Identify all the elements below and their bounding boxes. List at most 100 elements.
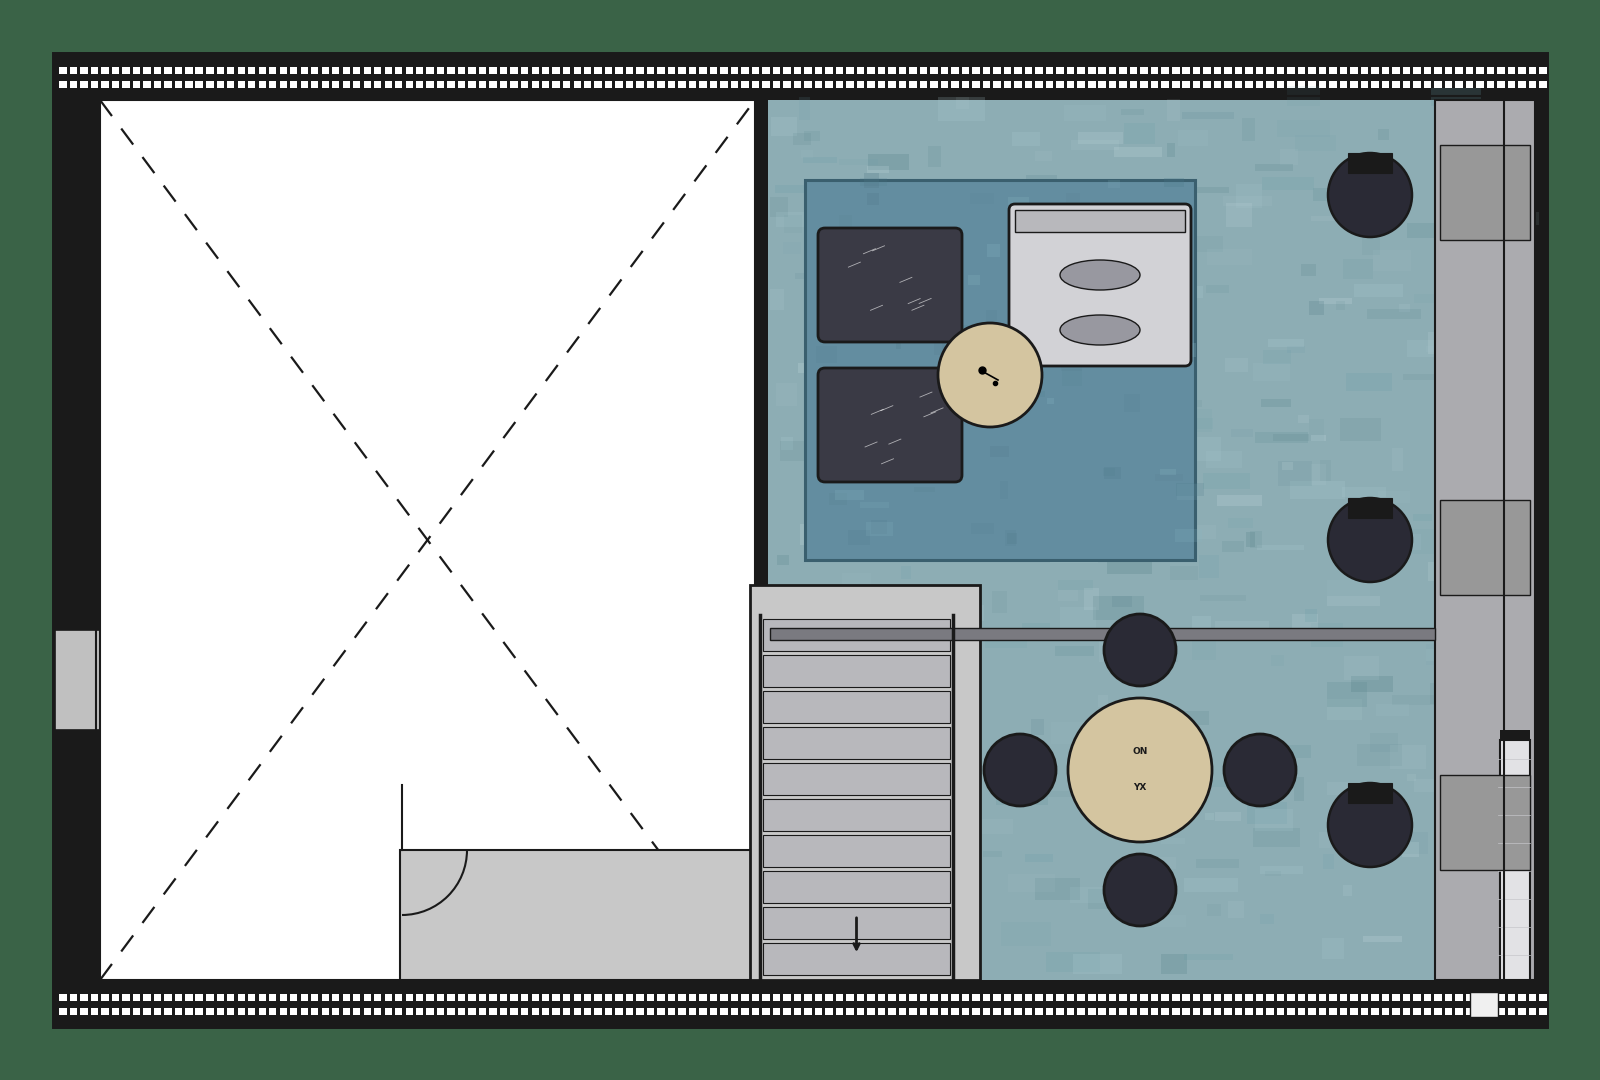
Bar [826, 67, 834, 75]
Bar [802, 724, 835, 747]
Bar [259, 1008, 266, 1015]
Bar [987, 214, 1014, 224]
Bar [395, 1008, 403, 1015]
Bar [1350, 1008, 1358, 1015]
Bar [1022, 622, 1051, 635]
Bar [1288, 994, 1294, 1001]
Bar [930, 261, 952, 276]
Bar [770, 198, 789, 217]
Bar [1027, 175, 1058, 190]
Bar [1256, 810, 1293, 831]
Bar [165, 1008, 171, 1015]
Bar [469, 1008, 475, 1015]
Bar [1122, 109, 1144, 116]
Bar [522, 81, 528, 87]
Bar [1349, 172, 1362, 190]
Bar [310, 994, 318, 1001]
Bar [987, 227, 1027, 246]
Bar [1077, 132, 1123, 145]
Bar [1270, 656, 1283, 666]
Bar [1067, 81, 1075, 87]
Bar [774, 185, 808, 193]
Bar [952, 81, 958, 87]
Bar [867, 193, 878, 205]
Bar [741, 81, 749, 87]
Bar [973, 994, 979, 1001]
Bar [1224, 994, 1232, 1001]
Bar [605, 81, 613, 87]
Bar [858, 1008, 864, 1015]
Bar [699, 1008, 707, 1015]
Bar [814, 994, 822, 1001]
Bar [626, 994, 634, 1001]
Bar [1445, 81, 1453, 87]
Bar [1203, 473, 1250, 489]
Bar [667, 994, 675, 1001]
Bar [710, 81, 717, 87]
Bar [1466, 994, 1474, 1001]
Bar [1298, 416, 1309, 423]
Bar [918, 391, 962, 415]
Bar [1150, 286, 1203, 298]
Bar [906, 430, 946, 451]
Bar [1171, 67, 1179, 75]
Bar [786, 701, 832, 725]
Bar [994, 1008, 1002, 1015]
Bar [1008, 875, 1054, 892]
Bar [1344, 656, 1379, 679]
Bar [216, 81, 224, 87]
Bar [216, 1008, 224, 1015]
Bar [605, 994, 613, 1001]
Bar [1134, 260, 1176, 268]
Bar [1350, 67, 1358, 75]
Bar [763, 81, 770, 87]
Bar [1194, 67, 1200, 75]
Bar [899, 219, 936, 234]
Bar [1477, 611, 1510, 635]
Bar [1486, 67, 1494, 75]
Bar [510, 67, 518, 75]
Bar [867, 1008, 875, 1015]
Bar [800, 524, 818, 545]
Bar [1434, 534, 1470, 554]
Bar [427, 1008, 434, 1015]
Bar [1096, 283, 1144, 289]
Bar [846, 67, 854, 75]
Bar [891, 945, 941, 969]
Bar [1077, 994, 1085, 1001]
Bar [1162, 994, 1170, 1001]
Bar [1282, 462, 1293, 470]
Bar [878, 81, 885, 87]
Bar [803, 157, 837, 163]
Bar [1203, 67, 1211, 75]
Bar [1310, 463, 1326, 485]
Bar [1382, 81, 1389, 87]
Bar [59, 67, 67, 75]
Ellipse shape [1059, 315, 1139, 345]
Bar [1171, 409, 1211, 432]
Bar [1470, 993, 1498, 1017]
Bar [1403, 374, 1456, 380]
Bar [301, 67, 307, 75]
Bar [773, 994, 781, 1001]
Bar [1107, 534, 1155, 542]
Bar [301, 994, 307, 1001]
Bar [1189, 770, 1203, 792]
Bar [646, 1008, 654, 1015]
Bar [1171, 1008, 1179, 1015]
Bar [1403, 67, 1411, 75]
Bar [1477, 81, 1483, 87]
Bar [1494, 595, 1510, 604]
Bar [763, 619, 950, 651]
Bar [1141, 994, 1147, 1001]
Bar [259, 81, 266, 87]
Bar [322, 81, 330, 87]
Bar [605, 1008, 613, 1015]
Bar [237, 994, 245, 1001]
Bar [322, 1008, 330, 1015]
Bar [832, 238, 846, 256]
Bar [1501, 740, 1530, 980]
Bar [870, 797, 910, 807]
Bar [1064, 105, 1106, 121]
Bar [1264, 870, 1282, 876]
